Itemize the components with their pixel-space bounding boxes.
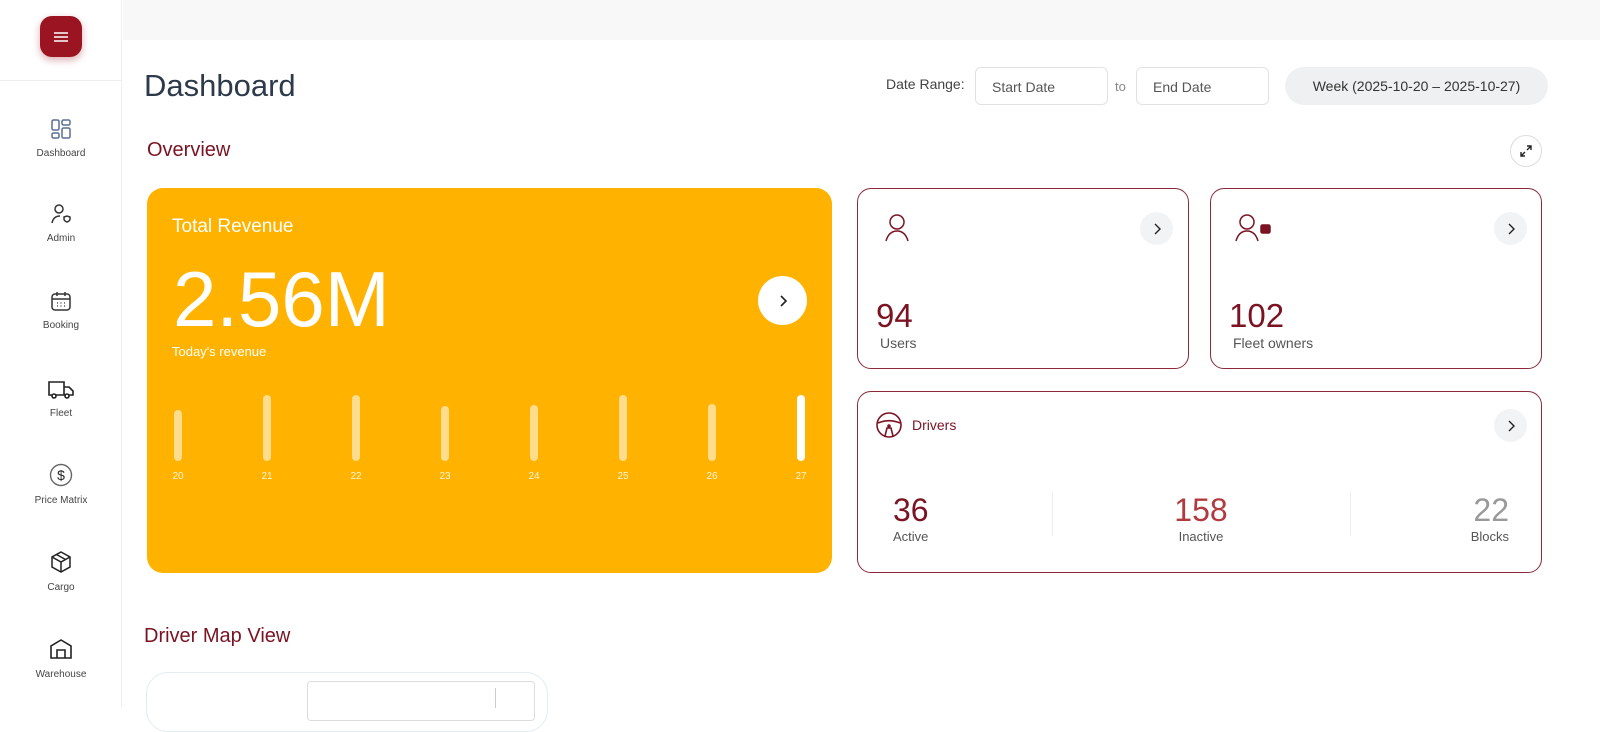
map-filter-select[interactable] <box>307 681 535 721</box>
fleet-owners-label: Fleet owners <box>1233 335 1314 351</box>
revenue-bar-label: 24 <box>528 471 540 482</box>
revenue-bar-label: 23 <box>439 471 451 482</box>
revenue-bar-22 <box>352 395 360 461</box>
end-date-input[interactable]: End Date <box>1136 67 1269 105</box>
driver-map-title: Driver Map View <box>144 625 291 647</box>
drivers-details-button[interactable] <box>1494 409 1527 442</box>
sidebar-item-label: Dashboard <box>36 148 86 159</box>
steering-wheel-icon <box>876 412 902 438</box>
revenue-subtitle: Today's revenue <box>172 344 267 359</box>
drivers-blocks-stat: 22 Blocks <box>1309 492 1509 544</box>
dollar-circle-icon: $ <box>49 463 73 487</box>
drivers-card[interactable]: Drivers 36 Active 158 Inactive 22 Blocks <box>857 391 1542 573</box>
revenue-bar-24 <box>530 404 538 461</box>
top-bar <box>123 0 1600 40</box>
total-revenue-card: Total Revenue 2.56M Today's revenue 20 21… <box>147 188 832 573</box>
chevron-right-icon <box>1508 420 1515 431</box>
fleet-details-button[interactable] <box>1494 212 1527 245</box>
revenue-bar-26 <box>708 404 716 461</box>
revenue-bar-21 <box>263 395 271 461</box>
svg-text:$: $ <box>57 467 65 483</box>
page-title: Dashboard <box>144 68 296 103</box>
sidebar-item-cargo[interactable]: Cargo <box>0 550 122 593</box>
sidebar-item-label: Price Matrix <box>34 495 88 506</box>
revenue-bar-label: 26 <box>706 471 718 482</box>
admin-user-shield-icon <box>51 204 71 224</box>
blocks-label: Blocks <box>1470 529 1509 544</box>
truck-icon <box>48 381 74 399</box>
revenue-bar-label: 20 <box>172 471 184 482</box>
revenue-bar-20 <box>174 410 182 461</box>
expand-button[interactable] <box>1510 135 1542 167</box>
revenue-value: 2.56M <box>173 255 390 343</box>
revenue-bar-label: 27 <box>795 471 807 482</box>
sidebar-item-label: Booking <box>42 320 80 331</box>
fleet-owners-card[interactable]: 102 Fleet owners <box>1210 188 1542 369</box>
driver-map-card <box>146 672 548 732</box>
active-label: Active <box>893 529 929 544</box>
users-details-button[interactable] <box>1140 212 1173 245</box>
sidebar-item-warehouse[interactable]: Warehouse <box>0 637 122 680</box>
users-label: Users <box>880 335 917 351</box>
inactive-count: 158 <box>1174 492 1228 528</box>
sidebar-item-price-matrix[interactable]: $ Price Matrix <box>0 463 122 506</box>
user-icon <box>885 214 909 242</box>
to-label: to <box>1115 79 1126 94</box>
week-range-button[interactable]: Week (2025-10-20 – 2025-10-27) <box>1285 67 1548 105</box>
fleet-owners-count: 102 <box>1229 297 1285 334</box>
divider <box>1052 492 1053 536</box>
sidebar-item-dashboard[interactable]: Dashboard <box>0 118 122 159</box>
sidebar-item-fleet[interactable]: Fleet <box>0 378 122 419</box>
revenue-bar-23 <box>441 406 449 461</box>
revenue-bar-label: 22 <box>350 471 362 482</box>
sidebar-item-label: Cargo <box>47 582 75 593</box>
sidebar: Dashboard Admin Booking Fleet $ Price Ma… <box>0 0 122 707</box>
drivers-inactive-stat: 158 Inactive <box>1101 492 1301 544</box>
active-count: 36 <box>893 492 929 528</box>
overview-title: Overview <box>147 139 231 161</box>
revenue-bar-25 <box>619 395 627 461</box>
revenue-title: Total Revenue <box>172 216 294 237</box>
calendar-icon <box>51 292 71 311</box>
sidebar-item-booking[interactable]: Booking <box>0 290 122 331</box>
users-card[interactable]: 94 Users <box>857 188 1189 369</box>
hamburger-icon <box>54 31 68 42</box>
chevron-right-icon <box>779 294 787 307</box>
sidebar-item-label: Admin <box>46 233 76 244</box>
chevron-right-icon <box>1154 223 1161 234</box>
expand-icon <box>1520 145 1532 157</box>
divider <box>1350 492 1351 536</box>
box-icon <box>51 551 71 573</box>
date-range-label: Date Range: <box>886 76 965 92</box>
revenue-details-button[interactable] <box>758 276 807 325</box>
inactive-label: Inactive <box>1178 529 1224 544</box>
users-count: 94 <box>876 297 913 334</box>
chevron-right-icon <box>1508 223 1515 234</box>
revenue-bar-label: 21 <box>261 471 273 482</box>
dashboard-grid-icon <box>51 119 71 139</box>
revenue-bar-27 <box>797 395 805 461</box>
drivers-title: Drivers <box>912 417 957 433</box>
start-date-input[interactable]: Start Date <box>975 67 1108 105</box>
sidebar-item-label: Warehouse <box>35 669 87 680</box>
warehouse-icon <box>50 639 72 659</box>
revenue-bar-label: 25 <box>617 471 629 482</box>
sidebar-item-admin[interactable]: Admin <box>0 203 122 244</box>
blocks-count: 22 <box>1473 492 1509 528</box>
sidebar-item-label: Fleet <box>49 408 73 419</box>
fleet-owner-icon <box>1235 214 1271 242</box>
drivers-active-stat: 36 Active <box>893 492 1093 544</box>
sidebar-divider <box>0 80 122 81</box>
menu-toggle-button[interactable] <box>40 16 82 57</box>
